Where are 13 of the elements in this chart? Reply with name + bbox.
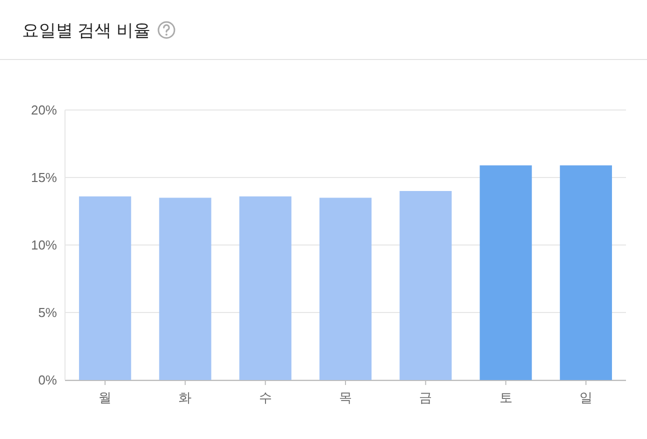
y-tick-label: 10% [30,238,58,252]
y-tick-label: 0% [38,372,58,388]
x-tick-label: 수 [258,390,272,405]
chart-title: 요일별 검색 비율 [22,21,150,40]
x-tick-label: 금 [419,390,432,405]
x-tick-label: 일 [579,390,592,405]
y-tick-label: 5% [38,305,58,320]
x-tick-label: 토 [499,390,512,405]
x-tick-label: 월 [98,390,112,405]
y-tick-label: 15% [30,170,58,185]
x-tick-label: 목 [339,390,352,405]
y-tick-label: 20% [30,102,58,118]
x-tick-label: 화 [178,390,192,405]
